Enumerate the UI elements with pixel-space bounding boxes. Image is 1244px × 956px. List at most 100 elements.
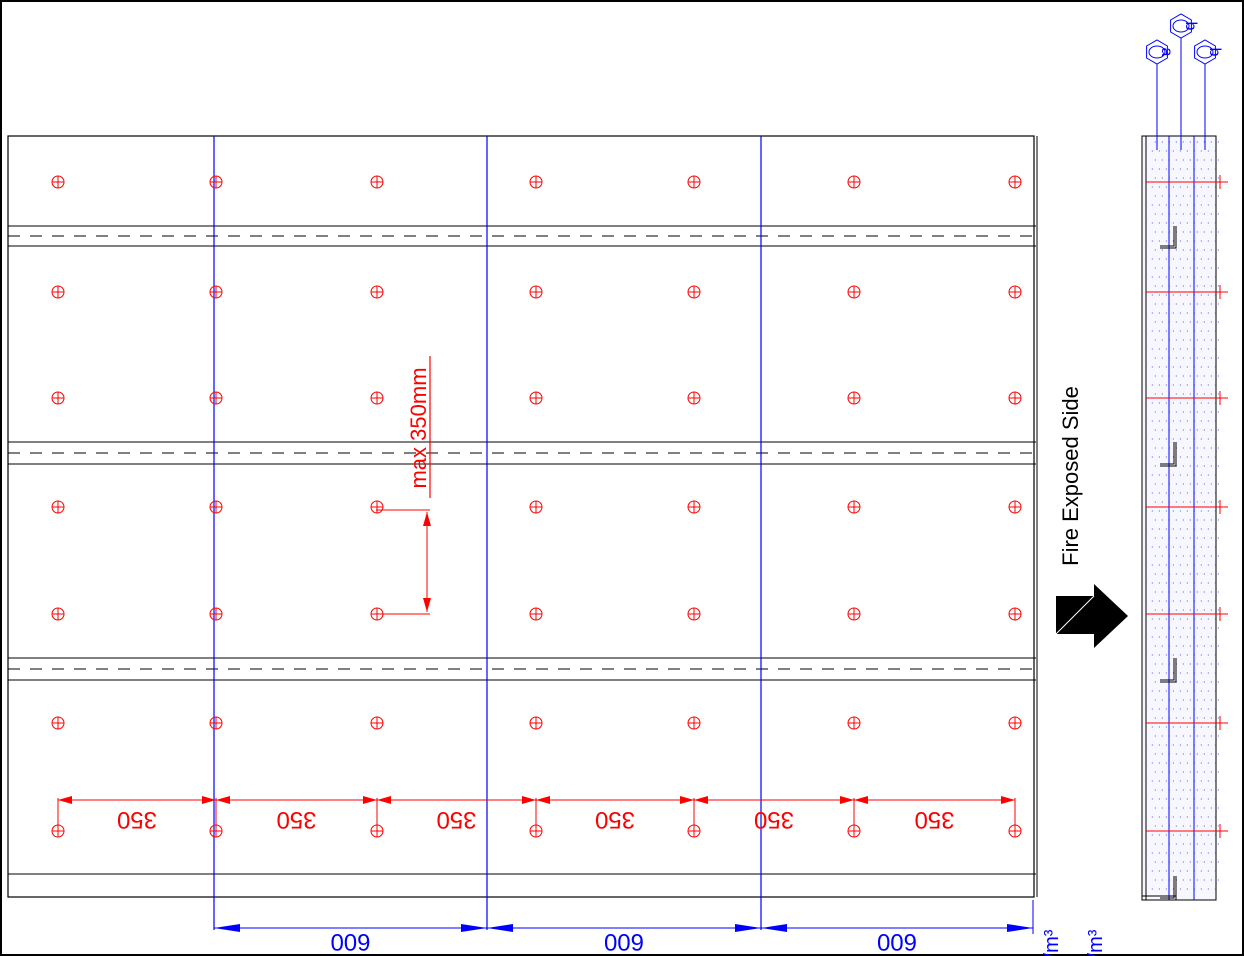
arrow-head	[377, 796, 391, 804]
hatch-dot	[1189, 375, 1191, 377]
hatch-dot	[1151, 492, 1153, 494]
screw-spacing-label: 350	[595, 806, 635, 833]
hatch-dot	[1154, 231, 1156, 233]
hatch-dot	[1207, 690, 1209, 692]
hatch-dot	[1161, 879, 1163, 881]
hatch-dot	[1161, 231, 1163, 233]
hatch-dot	[1200, 456, 1202, 458]
hatch-dot	[1154, 843, 1156, 845]
hatch-dot	[1151, 474, 1153, 476]
hatch-dot	[1217, 465, 1219, 467]
hatch-dot	[1165, 258, 1167, 260]
hatch-dot	[1189, 879, 1191, 881]
hatch-dot	[1200, 852, 1202, 854]
hatch-dot	[1175, 285, 1177, 287]
hatch-dot	[1179, 222, 1181, 224]
hatch-dot	[1186, 258, 1188, 260]
hatch-dot	[1161, 429, 1163, 431]
hatch-dot	[1151, 780, 1153, 782]
hatch-dot	[1172, 852, 1174, 854]
arrow-head	[694, 796, 708, 804]
hatch-dot	[1172, 276, 1174, 278]
hatch-dot	[1203, 663, 1205, 665]
hatch-dot	[1161, 213, 1163, 215]
hatch-dot	[1151, 150, 1153, 152]
hatch-dot	[1186, 564, 1188, 566]
hatch-dot	[1214, 600, 1216, 602]
screw-symbol	[51, 716, 65, 730]
hatch-dot	[1179, 492, 1181, 494]
hatch-dot	[1158, 762, 1160, 764]
hatch-dot	[1186, 582, 1188, 584]
hatch-dot	[1189, 393, 1191, 395]
hatch-dot	[1210, 699, 1212, 701]
hatch-dot	[1196, 339, 1198, 341]
hatch-dot	[1165, 744, 1167, 746]
hatch-dot	[1158, 600, 1160, 602]
hatch-dot	[1158, 258, 1160, 260]
hatch-dot	[1182, 879, 1184, 881]
hatch-dot	[1214, 870, 1216, 872]
hatch-dot	[1161, 789, 1163, 791]
hatch-dot	[1207, 276, 1209, 278]
hatch-dot	[1217, 501, 1219, 503]
hatch-dot	[1151, 600, 1153, 602]
hatch-dot	[1165, 420, 1167, 422]
hatch-dot	[1182, 807, 1184, 809]
hatch-dot	[1158, 294, 1160, 296]
hatch-dot	[1196, 249, 1198, 251]
hatch-dot	[1200, 492, 1202, 494]
hatch-dot	[1154, 393, 1156, 395]
tag-hexagon	[1194, 39, 1216, 65]
stud-spacing-label: 600	[604, 928, 644, 955]
hatch-dot	[1161, 411, 1163, 413]
hatch-dot	[1189, 465, 1191, 467]
hatch-dot	[1200, 744, 1202, 746]
hatch-dot	[1154, 519, 1156, 521]
hatch-dot	[1210, 807, 1212, 809]
hatch-dot	[1207, 312, 1209, 314]
section-screws	[1146, 175, 1228, 838]
hatch-dot	[1207, 366, 1209, 368]
hatch-dot	[1217, 771, 1219, 773]
screw-symbol	[687, 500, 701, 514]
hatch-dot	[1151, 708, 1153, 710]
hatch-dot	[1179, 636, 1181, 638]
hatch-dot	[1200, 204, 1202, 206]
hatch-dot	[1186, 852, 1188, 854]
screw-symbol	[529, 285, 543, 299]
hatch-dot	[1179, 564, 1181, 566]
hatch-dot	[1151, 366, 1153, 368]
hatch-dot	[1196, 699, 1198, 701]
hatch-dot	[1165, 222, 1167, 224]
hatch-dot	[1179, 186, 1181, 188]
hatch-dot	[1151, 186, 1153, 188]
hatch-dot	[1200, 546, 1202, 548]
hatch-dot	[1165, 510, 1167, 512]
arrow-head	[840, 796, 854, 804]
hatch-dot	[1203, 717, 1205, 719]
hatch-dot	[1207, 798, 1209, 800]
hatch-dot	[1196, 771, 1198, 773]
hatch-dot	[1151, 672, 1153, 674]
screw-symbol	[687, 285, 701, 299]
hatch-dot	[1151, 834, 1153, 836]
hatch-dot	[1161, 339, 1163, 341]
hatch-dot	[1151, 402, 1153, 404]
hatch-dot	[1179, 276, 1181, 278]
hatch-dot	[1196, 177, 1198, 179]
hatch-dot	[1161, 447, 1163, 449]
hatch-dot	[1214, 258, 1216, 260]
hatch-dot	[1189, 483, 1191, 485]
hatch-dot	[1217, 735, 1219, 737]
arrow-head	[536, 796, 550, 804]
hatch-dot	[1161, 771, 1163, 773]
hatch-dot	[1186, 708, 1188, 710]
hatch-dot	[1151, 510, 1153, 512]
hatch-dot	[1179, 474, 1181, 476]
hatch-dot	[1203, 321, 1205, 323]
hatch-dot	[1161, 249, 1163, 251]
hatch-dot	[1210, 771, 1212, 773]
hatch-dot	[1214, 492, 1216, 494]
max-spacing-dimension: max 350mm	[376, 356, 431, 615]
